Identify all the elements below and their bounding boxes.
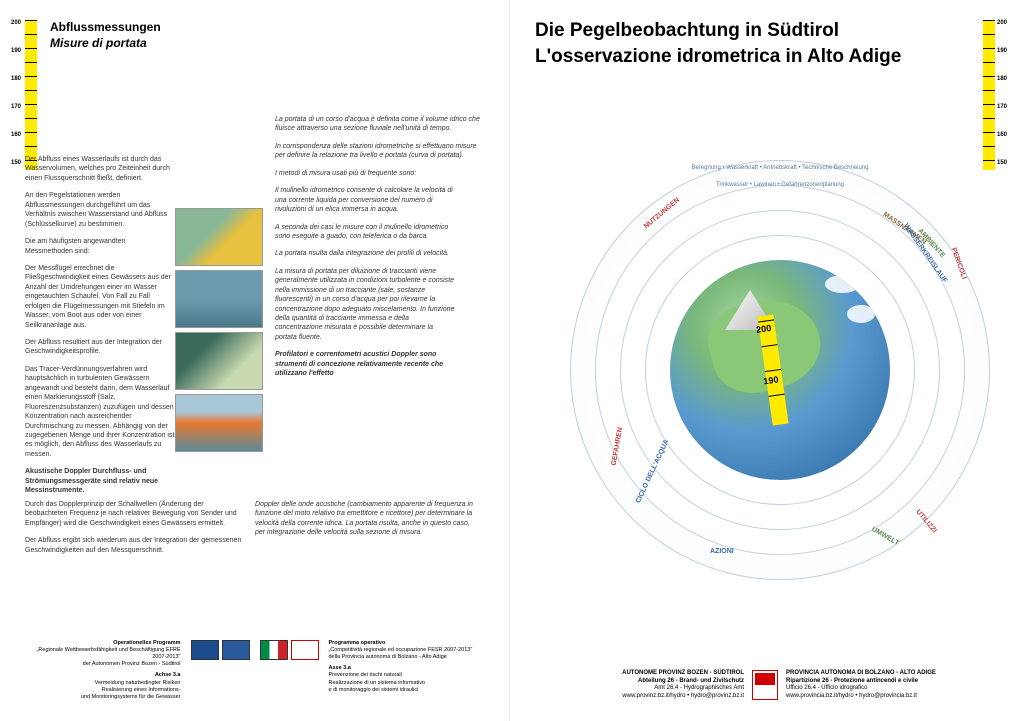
- ruler-mark: 180: [11, 76, 21, 82]
- it-p6: La portata risulta dalla integrazione de…: [275, 249, 455, 258]
- photo-3: [175, 332, 263, 390]
- photo-2: [175, 270, 263, 328]
- de-p4: Der Messflügel errechnet die Fließgeschw…: [25, 264, 175, 330]
- title-de: Abflussmessungen: [50, 20, 484, 34]
- footer-logos: [191, 640, 250, 660]
- ruler-mark: 170: [11, 104, 21, 110]
- it-p7: La misura di portata per diluizione di t…: [275, 267, 455, 343]
- footer-right-page: AUTONOME PROVINZ BOZEN - SÜDTIROL Abteil…: [535, 670, 995, 701]
- header-right: Die Pegelbeobachtung in Südtirol L'osser…: [535, 20, 970, 68]
- main-title-it: L'osservazione idrometrica in Alto Adige: [535, 46, 970, 68]
- globe-infographic: Beregnung • Wasserkraft • Antriebskraft …: [570, 160, 990, 580]
- provinz-de-block: AUTONOME PROVINZ BOZEN - SÜDTIROL Abteil…: [535, 670, 744, 701]
- header-left: Abflussmessungen Misure di portata: [50, 20, 484, 50]
- eu-logo: [191, 640, 219, 660]
- de-p6: Das Tracer-Verdünnungsverfahren wird hau…: [25, 365, 175, 459]
- right-page: 200 190 180 170 160 150 Die Pegelbeobach…: [510, 0, 1020, 721]
- left-page: 200 190 180 170 160 150 Abflussmessungen…: [0, 0, 510, 721]
- de-p7: Akustische Doppler Durchfluss- und Ström…: [25, 467, 175, 495]
- footer-logos-2: [260, 640, 319, 660]
- globe-earth: 200 190: [670, 260, 890, 480]
- de-p5: Der Abfluss resultiert aus der Integrati…: [25, 338, 175, 357]
- cloud-2: [847, 305, 875, 323]
- footer-prog-it: Programma operativo „Competitività regio…: [329, 640, 485, 694]
- eu-logo-2: [222, 640, 250, 660]
- italy-logo: [260, 640, 288, 660]
- ruler-mark: 200: [11, 20, 21, 26]
- photo-1: [175, 208, 263, 266]
- de-p3: Die am häufigsten angewandten Messmethod…: [25, 237, 175, 256]
- ring-text-2: Trinkwasser • Lawinen • Gefahrenzonenpla…: [716, 182, 844, 188]
- crest-icon: [752, 670, 778, 700]
- cat-azioni: AZIONI: [710, 548, 734, 555]
- it-intro: La portata di un corso d'acqua è definit…: [275, 115, 485, 134]
- ruler-mark: 190: [11, 48, 21, 54]
- footer-left-page: Operationelles Programm „Regionale Wettb…: [25, 640, 484, 701]
- de-bottom: Durch das Dopplerprinzip der Schallwelle…: [25, 500, 245, 563]
- ruler-mark: 150: [11, 160, 21, 166]
- ruler-right: 200 190 180 170 160 150: [983, 20, 995, 170]
- de-intro: Der Abfluss eines Wasserlaufs ist durch …: [25, 155, 185, 183]
- photo-4: [175, 394, 263, 452]
- it-p4: Il mulinello idrometrico consente di cal…: [275, 186, 455, 214]
- it-bottom: Doppler delle onde acustiche (cambiament…: [255, 500, 480, 546]
- ruler-mark: 160: [11, 132, 21, 138]
- ring-text-top: Beregnung • Wasserkraft • Antriebskraft …: [691, 165, 868, 171]
- main-title-de: Die Pegelbeobachtung in Südtirol: [535, 20, 970, 42]
- provinz-logo: [291, 640, 319, 660]
- provinz-it-block: PROVINCIA AUTONOMA DI BOLZANO - ALTO ADI…: [786, 670, 995, 701]
- footer-prog-de: Operationelles Programm „Regionale Wettb…: [25, 640, 181, 701]
- it-p8: Profilatori e correntometri acustici Dop…: [275, 350, 455, 378]
- italian-text-column: La portata di un corso d'acqua è definit…: [275, 115, 485, 387]
- cloud-1: [825, 275, 860, 293]
- photo-strip: [175, 208, 265, 456]
- it-p3: I metodi di misura usati più di frequent…: [275, 169, 485, 178]
- de-p2: An den Pegelstationen werden Abflussmess…: [25, 191, 175, 229]
- ruler-left: 200 190 180 170 160 150: [25, 20, 37, 170]
- it-p2: In corrispondenza delle stazioni idromet…: [275, 142, 485, 161]
- title-it: Misure di portata: [50, 36, 484, 50]
- german-text-column: Der Abfluss eines Wasserlaufs ist durch …: [25, 155, 185, 504]
- it-p5: A seconda dei casi le misure con il muli…: [275, 223, 455, 242]
